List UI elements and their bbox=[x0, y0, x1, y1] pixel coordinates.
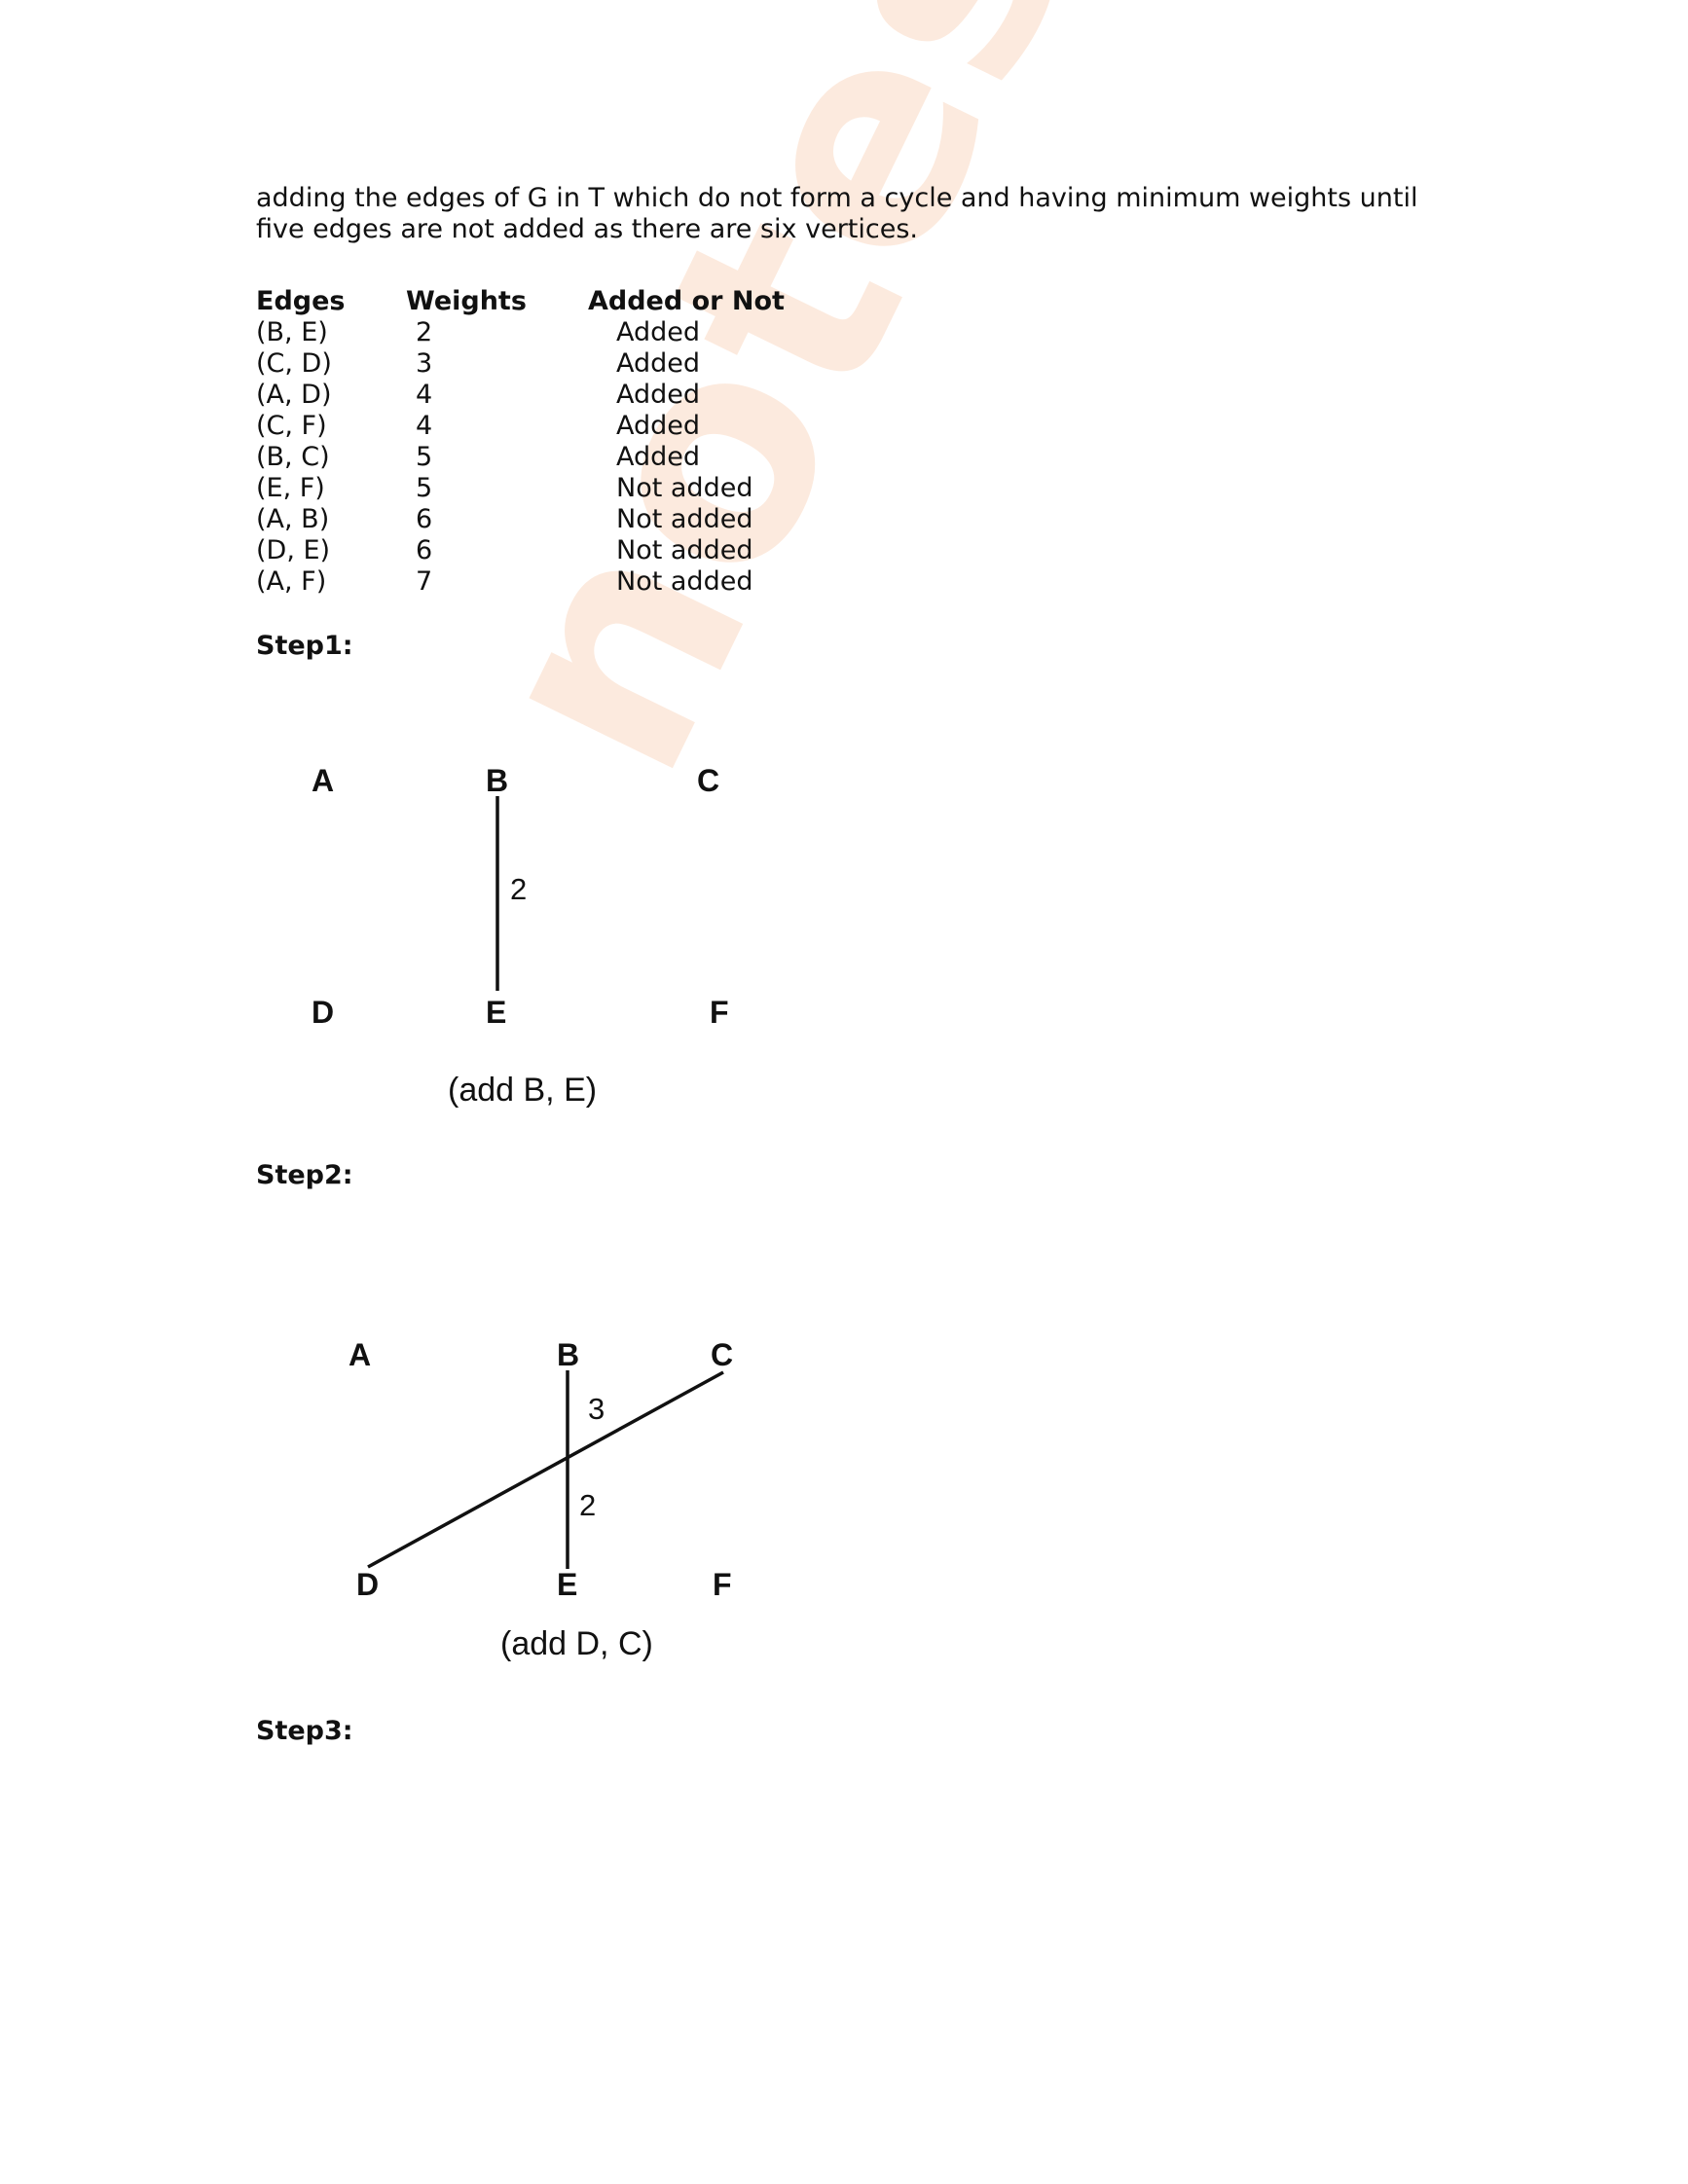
weight-d-c: 3 bbox=[588, 1392, 605, 1426]
edge-cell: (A, F) bbox=[256, 566, 327, 597]
header-weights: Weights bbox=[406, 286, 527, 316]
weight-cell: 5 bbox=[416, 473, 433, 503]
status-cell: Not added bbox=[616, 535, 753, 565]
node-f: F bbox=[713, 1567, 732, 1602]
edge-cell: (C, D) bbox=[256, 348, 332, 379]
status-cell: Added bbox=[616, 317, 701, 347]
status-cell: Added bbox=[616, 411, 701, 441]
weight-cell: 6 bbox=[416, 535, 433, 565]
edge-cell: (B, E) bbox=[256, 317, 328, 347]
step2-heading: Step2: bbox=[256, 1160, 353, 1190]
node-e: E bbox=[486, 995, 506, 1030]
node-b: B bbox=[486, 763, 508, 798]
step2-caption: (add D, C) bbox=[500, 1625, 653, 1662]
node-d: D bbox=[312, 995, 334, 1030]
status-cell: Added bbox=[616, 348, 701, 379]
edge-cell: (B, C) bbox=[256, 442, 330, 472]
weight-cell: 6 bbox=[416, 504, 433, 534]
status-cell: Not added bbox=[616, 566, 753, 597]
node-c: C bbox=[697, 763, 719, 798]
node-c: C bbox=[711, 1337, 733, 1372]
step1-caption: (add B, E) bbox=[448, 1072, 597, 1109]
intro-paragraph: adding the edges of G in T which do not … bbox=[256, 183, 1418, 244]
weight-cell: 3 bbox=[416, 348, 433, 379]
status-cell: Not added bbox=[616, 473, 753, 503]
weight-cell: 4 bbox=[416, 411, 433, 441]
node-e: E bbox=[557, 1567, 577, 1602]
weight-b-e: 2 bbox=[579, 1488, 596, 1522]
step3-heading: Step3: bbox=[256, 1716, 353, 1746]
node-a: A bbox=[312, 763, 334, 798]
weight-cell: 2 bbox=[416, 317, 433, 347]
edge-cell: (C, F) bbox=[256, 411, 327, 441]
status-cell: Added bbox=[616, 442, 701, 472]
edge-cell: (E, F) bbox=[256, 473, 325, 503]
weight-b-e: 2 bbox=[510, 872, 527, 906]
node-f: F bbox=[710, 995, 729, 1030]
header-added: Added or Not bbox=[588, 286, 785, 316]
edge-cell: (D, E) bbox=[256, 535, 331, 565]
header-edges: Edges bbox=[256, 286, 346, 316]
step2-diagram: A B C D E F 3 2 (add D, C) bbox=[349, 1337, 733, 1662]
weight-cell: 5 bbox=[416, 442, 433, 472]
edge-cell: (A, B) bbox=[256, 504, 330, 534]
step1-diagram: A B C D E F 2 (add B, E) bbox=[312, 763, 729, 1109]
weight-cell: 4 bbox=[416, 380, 433, 410]
node-a: A bbox=[349, 1337, 371, 1372]
status-cell: Added bbox=[616, 380, 701, 410]
node-d: D bbox=[356, 1567, 379, 1602]
weight-cell: 7 bbox=[416, 566, 433, 597]
edge-d-c bbox=[367, 1370, 724, 1569]
status-cell: Not added bbox=[616, 504, 753, 534]
edge-cell: (A, D) bbox=[256, 380, 332, 410]
step1-heading: Step1: bbox=[256, 631, 353, 661]
node-b: B bbox=[557, 1337, 579, 1372]
